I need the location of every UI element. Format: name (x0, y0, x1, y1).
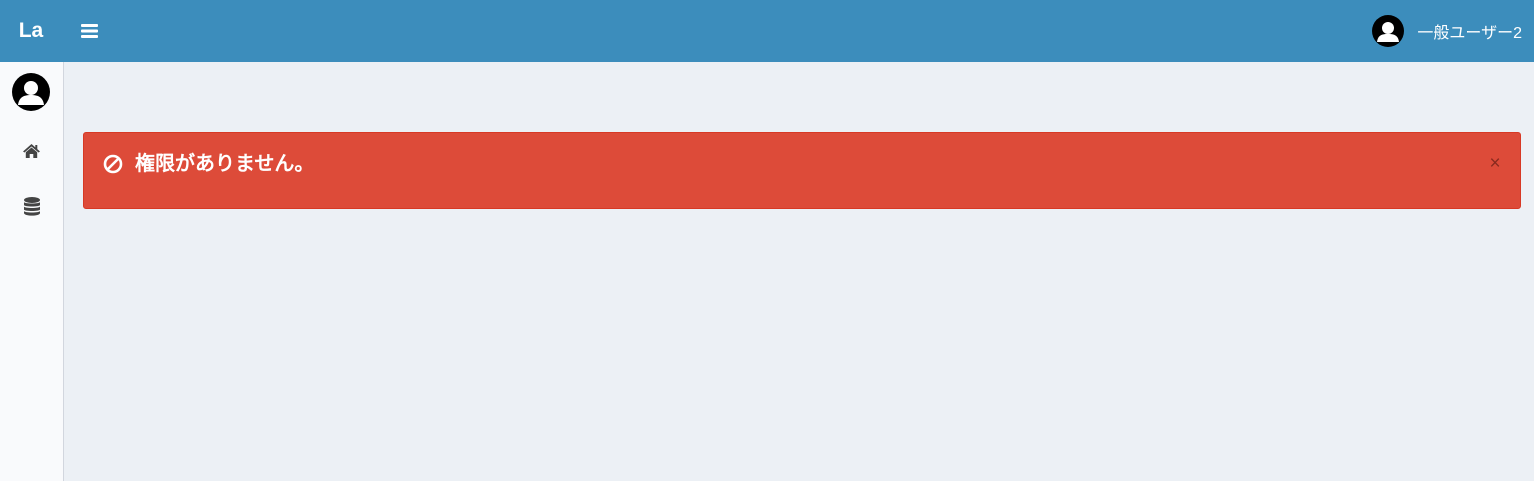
sidebar-item-home[interactable] (0, 129, 63, 173)
app-logo[interactable]: La (18, 19, 44, 42)
top-navbar: La 一般ユーザー2 (0, 0, 1534, 62)
sidebar (0, 62, 64, 481)
bars-icon (80, 24, 98, 38)
sidebar-toggle-button[interactable] (72, 15, 106, 47)
database-icon (23, 196, 40, 216)
home-icon (23, 144, 40, 158)
user-name: 一般ユーザー2 (1417, 25, 1522, 42)
user-avatar-icon (1372, 15, 1405, 47)
alert-message: 権限がありません。 (135, 153, 315, 175)
sidebar-item-database[interactable] (0, 184, 63, 228)
alert-close-button[interactable]: × (1489, 153, 1501, 174)
user-menu[interactable]: 一般ユーザー2 (1372, 13, 1522, 49)
user-avatar-icon (12, 73, 50, 111)
ban-icon (103, 154, 123, 174)
permission-error-alert: 権限がありません。 × (83, 132, 1521, 209)
